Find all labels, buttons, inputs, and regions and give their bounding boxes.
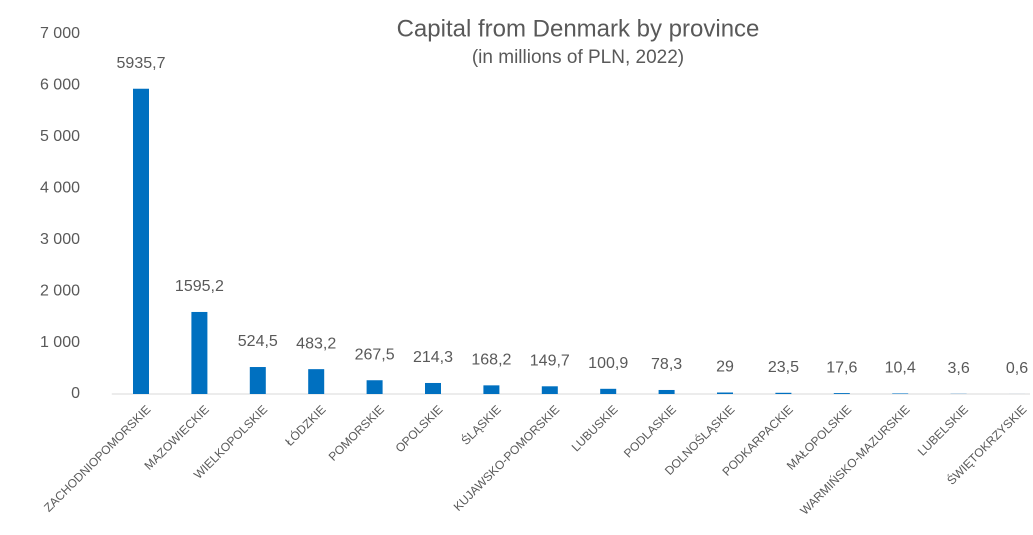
chart-title: Capital from Denmark by province — [397, 15, 760, 42]
x-tick-label: KUJAWSKO-POMORSKIE — [451, 402, 562, 513]
y-tick-label: 6 000 — [40, 77, 80, 94]
bar — [249, 367, 266, 394]
value-label: 214,3 — [413, 349, 453, 366]
bar — [366, 380, 383, 394]
value-label: 168,2 — [471, 352, 511, 369]
bar — [483, 385, 500, 394]
value-label: 3,6 — [947, 360, 969, 377]
y-tick-label: 1 000 — [40, 334, 80, 351]
value-label: 23,5 — [768, 359, 799, 376]
y-tick-label: 3 000 — [40, 231, 80, 248]
y-tick-label: 4 000 — [40, 180, 80, 197]
x-tick-label: POMORSKIE — [326, 402, 387, 463]
value-label: 267,5 — [355, 346, 395, 363]
value-label: 78,3 — [651, 356, 682, 373]
value-label: 0,6 — [1006, 360, 1028, 377]
bar — [600, 388, 617, 394]
x-tick-label: ŚLĄSKIE — [458, 402, 504, 448]
bar — [658, 389, 675, 394]
y-tick-label: 7 000 — [40, 25, 80, 42]
y-tick-label: 5 000 — [40, 128, 80, 145]
x-tick-label: ZACHODNIOPOMORSKIE — [41, 402, 153, 514]
bar — [191, 311, 208, 394]
x-tick-label: PODLASKIE — [621, 402, 679, 460]
y-tick-label: 0 — [71, 385, 80, 402]
bar — [833, 393, 850, 394]
bar — [775, 392, 792, 394]
bar — [133, 88, 149, 395]
value-label: 17,6 — [826, 359, 857, 376]
x-tick-label: ŁÓDZKIE — [282, 402, 329, 449]
value-label: 10,4 — [885, 360, 916, 377]
chart-subtitle: (in millions of PLN, 2022) — [472, 47, 684, 68]
bar — [425, 382, 441, 394]
x-tick-label: LUBELSKIE — [915, 402, 971, 458]
x-tick-label: OPOLSKIE — [393, 402, 446, 455]
value-label: 100,9 — [588, 355, 628, 372]
value-label: 1595,2 — [175, 278, 224, 295]
bar — [717, 392, 733, 394]
y-tick-label: 2 000 — [40, 282, 80, 299]
value-label: 524,5 — [238, 333, 278, 350]
bar — [308, 369, 325, 394]
value-label: 5935,7 — [117, 55, 166, 72]
value-label: 149,7 — [530, 353, 570, 370]
value-label: 29 — [716, 359, 734, 376]
x-tick-label: LUBUSKIE — [569, 402, 621, 454]
bar — [892, 393, 909, 394]
bar — [541, 386, 558, 394]
x-tick-label: WARMIŃSKO-MAZURSKIE — [797, 402, 913, 518]
value-label: 483,2 — [296, 335, 336, 352]
